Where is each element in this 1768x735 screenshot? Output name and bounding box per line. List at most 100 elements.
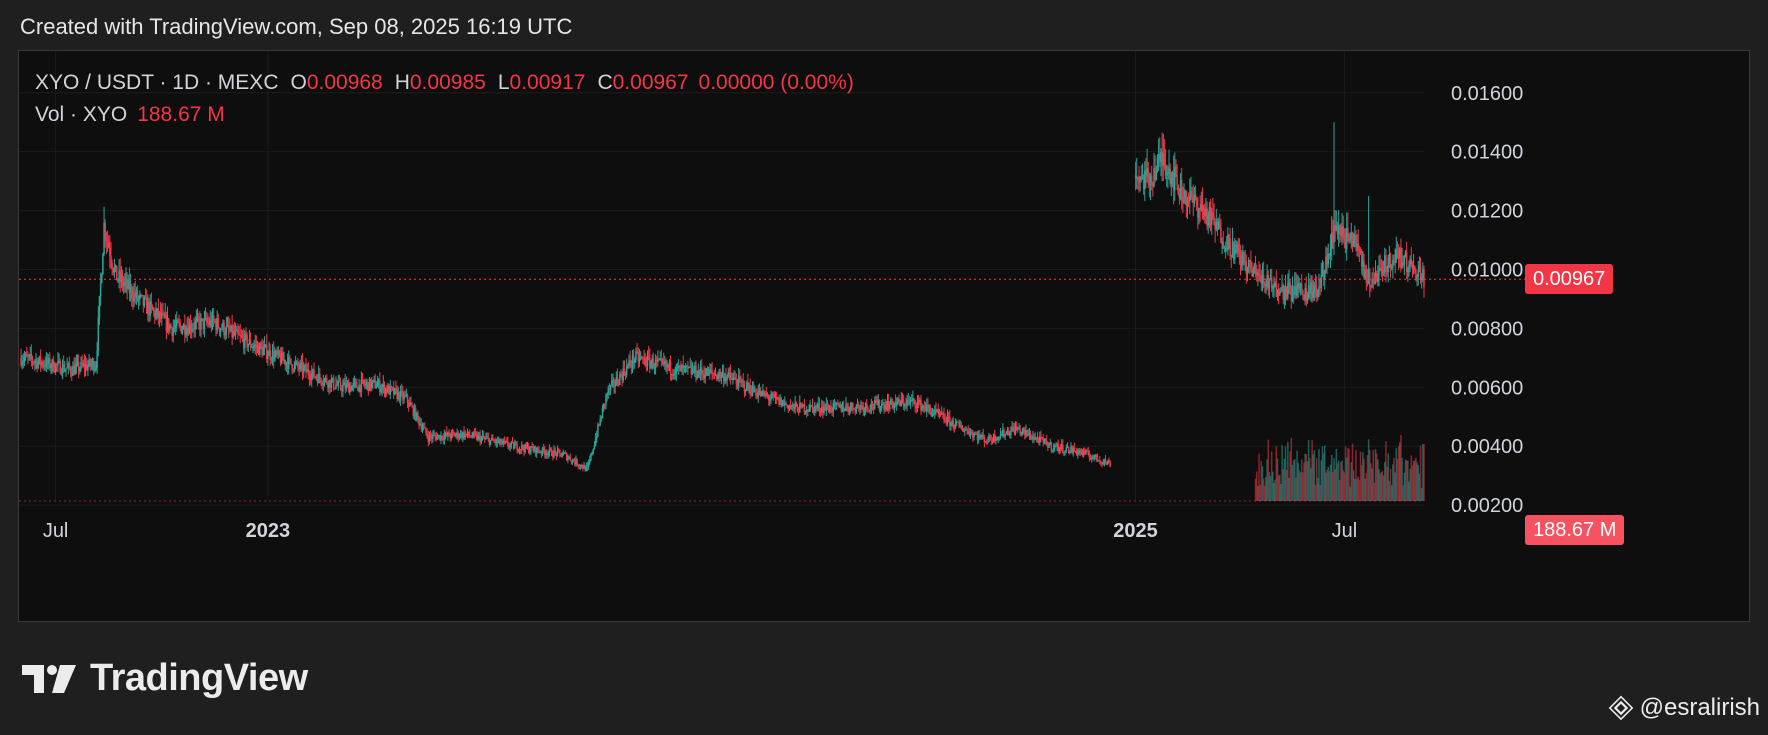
candle-body [1054, 445, 1056, 448]
candle-body [503, 440, 506, 442]
candle-body [151, 305, 154, 310]
candle-body [652, 358, 655, 369]
candle-body [331, 378, 334, 381]
candle-body [1033, 436, 1035, 440]
change-value: 0.00000 (0.00%) [698, 71, 854, 94]
candle-body [1139, 176, 1141, 183]
candle-body [516, 443, 518, 451]
volume-bar [1311, 440, 1313, 501]
candle-body [346, 383, 349, 385]
candle-body [1189, 195, 1191, 202]
candle-body [577, 465, 580, 467]
candle-body [201, 318, 203, 320]
candle-body [1209, 206, 1212, 226]
tradingview-logo[interactable]: TradingView [22, 657, 308, 700]
candle-body [154, 310, 156, 319]
candle-body [71, 373, 73, 376]
candle-body [842, 407, 845, 412]
candle-body [925, 404, 928, 412]
candle-body [1183, 196, 1185, 203]
candle-body [1178, 193, 1181, 199]
candlestick-chart[interactable]: 0.01600 0.01400 0.01200 0.01000 0.00800 0.006… [19, 51, 1750, 622]
volume-bar [1350, 462, 1353, 501]
volume-bar [1319, 484, 1321, 501]
volume-bar [1305, 453, 1308, 501]
y-axis-tick-label: 0.01600 [1451, 83, 1523, 105]
candle-body [1289, 282, 1291, 286]
candle-body [1394, 260, 1396, 263]
volume-bar [1358, 479, 1361, 501]
candle-body [1298, 283, 1301, 290]
candle-body [189, 323, 192, 332]
candle-body [1172, 171, 1175, 191]
candle-body [124, 282, 126, 285]
candle-body [766, 394, 769, 397]
candle-body [1393, 259, 1395, 263]
candle-body [520, 445, 523, 450]
candle-body [360, 379, 363, 392]
candle-body [1269, 277, 1272, 280]
candle-body [1340, 234, 1342, 237]
candle-body [572, 459, 575, 462]
volume-bar [1264, 485, 1266, 501]
candle-body [1315, 288, 1318, 297]
candle-body [584, 465, 586, 471]
candle-body [574, 461, 576, 465]
candle-body [368, 378, 371, 392]
candle-body [1337, 224, 1340, 235]
candle-body [400, 391, 403, 393]
candle-body [1390, 267, 1393, 269]
volume-bar [1291, 465, 1294, 501]
candle-body [737, 376, 740, 388]
candle-body [1185, 190, 1188, 206]
volume-bar [1388, 480, 1391, 501]
candle-body [1276, 289, 1279, 297]
candle-body [1145, 170, 1147, 177]
candle-body [43, 365, 45, 367]
candle-body [184, 324, 186, 335]
candle-body [905, 404, 907, 407]
candle-body [448, 432, 450, 437]
candle-body [1343, 235, 1346, 240]
candle-body [1287, 283, 1289, 299]
candle-body [832, 402, 835, 412]
candle-body [485, 438, 487, 440]
candle-body [887, 401, 890, 410]
candle-body [739, 376, 741, 380]
candle-body [1077, 452, 1079, 455]
volume-bar [1312, 454, 1314, 501]
candle-body [630, 365, 633, 367]
candle-body [777, 397, 779, 399]
volume-bar [1330, 454, 1333, 501]
candle-body [562, 453, 565, 456]
candle-body [622, 368, 625, 381]
candle-body [439, 435, 441, 440]
candle-body [999, 433, 1002, 437]
candle-body [781, 400, 784, 407]
candle-body [200, 319, 202, 331]
candle-body [1154, 167, 1156, 181]
candle-body [1056, 444, 1058, 447]
volume-bar [1341, 460, 1343, 501]
candle-body [109, 247, 111, 257]
candle-body [1253, 263, 1256, 271]
candle-body [945, 420, 948, 424]
candle-body [251, 347, 253, 349]
candle-body [362, 379, 365, 384]
candle-body [1206, 208, 1208, 226]
candle-body [192, 328, 194, 330]
candle-body [817, 403, 820, 407]
close-label: C [597, 71, 613, 94]
candle-body [194, 322, 196, 330]
candle-body [784, 402, 786, 406]
chart-panel[interactable]: 0.01600 0.01400 0.01200 0.01000 0.00800 0.006… [18, 50, 1750, 622]
candle-body [809, 405, 811, 411]
candle-body [1280, 291, 1282, 293]
candle-body [202, 318, 205, 330]
y-axis-tick-label: 0.00400 [1451, 436, 1523, 458]
candle-body [505, 441, 508, 443]
candle-body [1329, 248, 1332, 256]
candle-body [1395, 249, 1398, 261]
candle-body [616, 377, 619, 384]
candle-body [117, 279, 119, 281]
